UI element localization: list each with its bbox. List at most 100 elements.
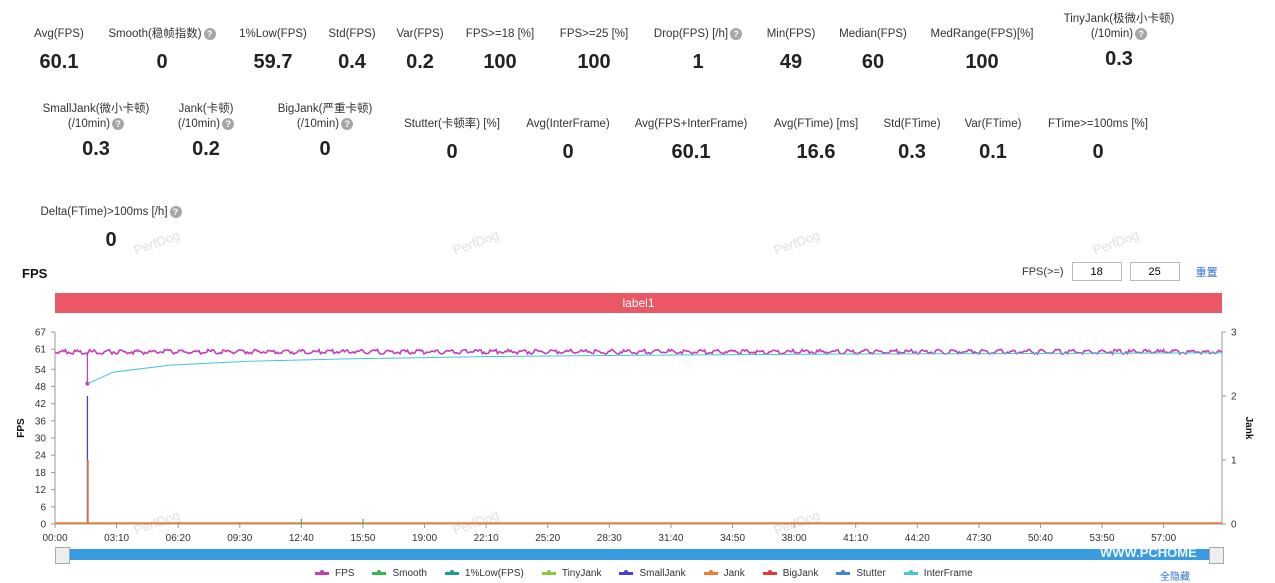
help-icon[interactable]: ? [341,117,354,130]
low1-series-line [87,352,1223,385]
y2-tick-label: 1 [1231,456,1237,467]
metric-label-text: Delta(FTime)>100ms [/h] [40,206,168,218]
fps-threshold-input-2[interactable] [1129,262,1180,281]
metric-card: Avg(FPS+InterFrame) 60.1 [621,117,761,164]
legend-item[interactable]: InterFrame [903,568,973,579]
metric-card: Var(FTime) 0.1 [953,117,1033,164]
legend-label: Smooth [392,568,427,579]
metric-value: 60.1 [671,141,711,163]
help-icon[interactable]: ? [730,27,743,40]
legend-swatch [372,570,387,575]
metric-label: Smooth(稳帧指数)? [102,27,222,42]
metric-unit-text: (/10min) [177,118,221,130]
metric-label-text: Avg(FPS) [34,28,84,40]
metric-value: 0 [1092,141,1104,163]
x-tick-label: 22:10 [474,533,499,544]
metric-card: Median(FPS) 60 [828,27,918,74]
y-tick-label: 12 [35,485,47,496]
metric-label-text: FPS>=18 [%] [465,28,535,40]
legend-item[interactable]: 1%Low(FPS) [444,568,524,579]
legend-swatch [541,570,556,575]
y-tick-label: 67 [35,328,47,339]
metric-card: Stutter(卡顿率) [%] 0 [392,117,512,164]
metric-label-unit: (/10min)? [36,117,156,132]
metric-label: Var(FPS) [385,27,455,42]
metric-label: Avg(FTime) [ms] [761,117,871,132]
metric-value: 59.7 [253,51,293,73]
timeline-handle-left[interactable] [55,547,70,564]
metric-value: 0.3 [898,141,926,163]
metric-label-text: Drop(FPS) [/h] [653,28,729,40]
metric-value: 0 [156,51,168,73]
metric-label: Min(FPS) [756,27,826,42]
help-icon[interactable]: ? [112,117,125,130]
legend-label: Stutter [856,568,886,579]
x-tick-label: 53:50 [1090,533,1115,544]
legend-label: TinyJank [561,568,602,579]
fps-threshold-label: FPS(>=) [1022,265,1064,278]
legend-label: 1%Low(FPS) [464,568,524,579]
timeline-scrollbar[interactable] [55,549,1222,560]
perfdog-watermark: PerfDog [1090,227,1141,258]
help-icon[interactable]: ? [169,205,182,218]
label-band[interactable]: label1 [55,293,1222,313]
metric-label-text: Var(FTime) [964,118,1022,130]
metric-label: Stutter(卡顿率) [%] [392,117,512,132]
metric-label-unit: (/10min)? [1039,27,1199,42]
x-tick-label: 38:00 [782,533,807,544]
metric-label-text: MedRange(FPS)[%] [930,28,1034,40]
metric-card: Jank(卡顿) (/10min)? 0.2 [156,102,256,161]
metric-label: Median(FPS) [828,27,918,42]
y-tick-label: 48 [35,382,47,393]
metric-label: TinyJank(极微小卡顿) [1039,12,1199,27]
legend-item[interactable]: SmallJank [619,568,686,579]
y-tick-label: 30 [35,434,47,445]
x-tick-label: 12:40 [289,533,314,544]
legend-item[interactable]: BigJank [762,568,818,579]
legend-item[interactable]: TinyJank [541,568,602,579]
y2-tick-label: 2 [1231,392,1237,403]
x-tick-label: 31:40 [658,533,683,544]
x-tick-label: 41:10 [843,533,868,544]
metric-card: BigJank(严重卡顿) (/10min)? 0 [265,102,385,161]
reset-button[interactable]: 重置 [1195,266,1218,279]
y2-axis-label: Jank [1243,417,1254,440]
metric-value: 1 [692,51,704,73]
metric-label: Delta(FTime)>100ms [/h]? [31,205,191,220]
metric-value: 100 [577,51,611,73]
metric-label-text: Stutter(卡顿率) [%] [404,118,500,130]
y-tick-label: 24 [35,451,47,462]
x-tick-label: 19:00 [412,533,437,544]
metric-card: FPS>=25 [%] 100 [549,27,639,74]
y-tick-label: 0 [40,520,46,531]
hide-all-button[interactable]: 全隐藏 [1160,572,1190,583]
help-icon[interactable]: ? [1135,27,1148,40]
legend-item[interactable]: FPS [315,568,354,579]
help-icon[interactable]: ? [222,117,235,130]
metric-value: 0.4 [338,51,366,73]
metric-value: 100 [483,51,517,73]
metric-value: 0.2 [192,138,220,160]
legend-item[interactable]: Jank [703,568,745,579]
metric-label: MedRange(FPS)[%] [922,27,1042,42]
timeline-handle-right[interactable] [1209,547,1224,564]
y-tick-label: 61 [35,345,47,356]
y2-tick-label: 3 [1231,328,1237,339]
metric-label-text: Min(FPS) [766,28,816,40]
metric-value: 60.1 [39,51,79,73]
metric-card: Std(FPS) 0.4 [317,27,387,74]
metric-label: Var(FTime) [953,117,1033,132]
metric-card: Drop(FPS) [/h]? 1 [643,27,753,74]
metric-value: 49 [779,51,803,73]
metric-label: BigJank(严重卡顿) [265,102,385,117]
legend-item[interactable]: Stutter [836,568,886,579]
metric-label: Drop(FPS) [/h]? [643,27,753,42]
metric-card: Smooth(稳帧指数)? 0 [102,27,222,74]
fps-threshold-input-1[interactable] [1071,262,1122,281]
help-icon[interactable]: ? [203,27,216,40]
x-tick-label: 06:20 [166,533,191,544]
x-tick-label: 57:00 [1151,533,1176,544]
legend-item[interactable]: Smooth [372,568,427,579]
metric-label: Avg(InterFrame) [513,117,623,132]
